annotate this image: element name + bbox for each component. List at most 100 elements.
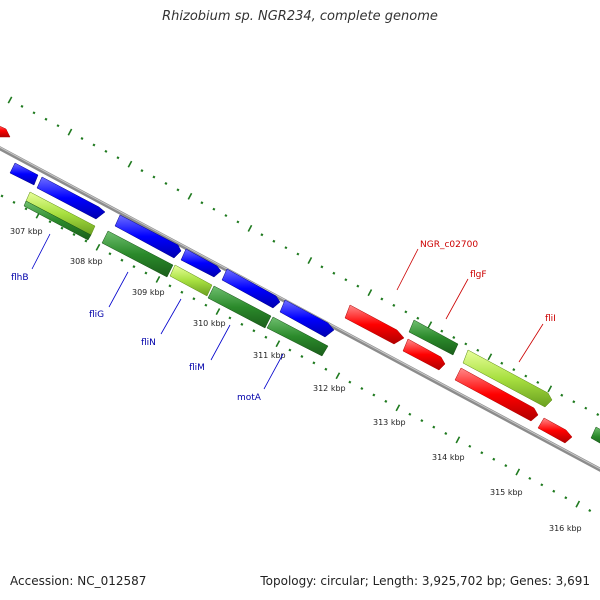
inner-tick [24,207,28,211]
inner-tick [215,308,221,315]
outer-tick [500,361,504,365]
outer-tick [320,265,324,269]
inner-tick [108,252,112,256]
inner-tick [0,194,4,198]
gene-label-fliN[interactable]: fliN [141,338,156,348]
inner-tick [395,404,401,412]
outer-tick [440,329,444,333]
gene-arrow-red[interactable] [454,367,539,422]
outer-tick [572,400,576,404]
gene-label-fliI[interactable]: fliI [545,314,556,324]
outer-tick [56,124,60,128]
gene-arrow-blue[interactable] [114,214,182,259]
gene-arrow-red[interactable] [344,304,405,345]
inner-tick [144,271,148,275]
leader-fliN [160,298,182,335]
inner-tick [504,464,508,468]
gene-arrow-lightgreen[interactable] [462,349,553,408]
inner-tick [12,200,16,204]
inner-tick [48,220,52,224]
gene-arrow-blue[interactable] [180,248,222,278]
scale-label-311: 311 kbp [253,351,286,360]
outer-tick [464,342,468,346]
inner-tick [275,340,281,348]
inner-tick [480,451,484,455]
inner-tick [60,226,64,230]
outer-tick [80,137,84,140]
inner-tick [300,355,304,358]
outer-tick [104,149,108,153]
gene-arrow-blue[interactable] [221,268,281,309]
gene-arrow-green[interactable] [23,200,92,241]
gene-label-motA[interactable]: motA [237,393,262,403]
scale-label-307: 307 kbp [10,227,43,236]
inner-tick [192,297,196,301]
map-title: Rhizobium sp. NGR234, complete genome [162,9,438,24]
gene-arrow-red[interactable] [537,417,573,444]
gene-arrow-red[interactable] [402,338,446,371]
outer-tick [404,310,408,314]
inner-tick-track [0,194,592,513]
outer-tick [560,393,564,397]
leader-motA [263,353,284,390]
gene-arrow-blue[interactable] [9,162,39,186]
leader-flhB [31,233,51,270]
outer-tick [512,368,516,372]
gene-arrow-green[interactable] [408,319,459,356]
inner-tick [252,329,256,333]
outer-tick [476,348,480,352]
gene-arrow-green[interactable] [266,316,329,357]
inner-tick [492,457,496,461]
gene-label-NGR_c02700[interactable]: NGR_c02700 [420,240,478,250]
outer-tick-track [7,96,600,417]
scale-label-315: 315 kbp [490,488,523,497]
gene-label-flgF[interactable]: flgF [470,270,487,280]
outer-tick [116,156,120,160]
outer-tick [140,169,144,173]
outer-tick [260,233,264,237]
leader-NGR_c02700 [396,248,419,291]
inner-tick [444,432,448,435]
forward-genes [0,124,600,446]
inner-tick [552,489,556,493]
inner-tick [155,276,161,283]
gene-arrow-green[interactable] [101,230,174,278]
gene-label-fliM[interactable]: fliM [189,363,205,373]
gene-arrow-blue[interactable] [279,299,335,338]
gene-arrow-green[interactable] [207,285,272,329]
scale-label-308: 308 kbp [70,257,103,266]
outer-tick [44,117,48,121]
outer-tick [272,239,276,243]
inner-tick [372,393,376,397]
outer-tick [67,128,73,136]
outer-tick [92,143,96,147]
inner-tick [168,284,172,288]
gene-label-flhB[interactable]: flhB [11,273,29,283]
gene-arrow-red-edge[interactable] [0,124,11,138]
topology-summary: Topology: circular; Length: 3,925,702 bp… [260,574,590,588]
inner-tick [540,483,544,487]
outer-tick [452,336,456,339]
inner-tick [288,348,292,352]
outer-tick [187,192,193,200]
outer-tick [152,175,156,179]
gene-label-fliG[interactable]: fliG [89,310,104,320]
inner-tick [335,372,341,380]
gene-arrow-green-edge[interactable] [590,426,600,446]
reverse-genes [23,191,573,444]
outer-tick [584,406,588,410]
leader-fliI [518,323,544,363]
scale-label-314: 314 kbp [432,453,465,462]
inner-tick [420,419,424,423]
inner-tick [564,496,568,500]
gene-arrow-lightgreen[interactable] [169,264,213,297]
accession-text: Accession: NC_012587 [10,574,147,588]
inner-tick [432,425,436,429]
outer-tick [427,321,433,329]
outer-tick [176,188,180,192]
outer-tick [284,246,288,250]
inner-tick [324,367,328,371]
outer-tick [127,160,133,168]
gene-arrow-blue[interactable] [36,176,106,220]
